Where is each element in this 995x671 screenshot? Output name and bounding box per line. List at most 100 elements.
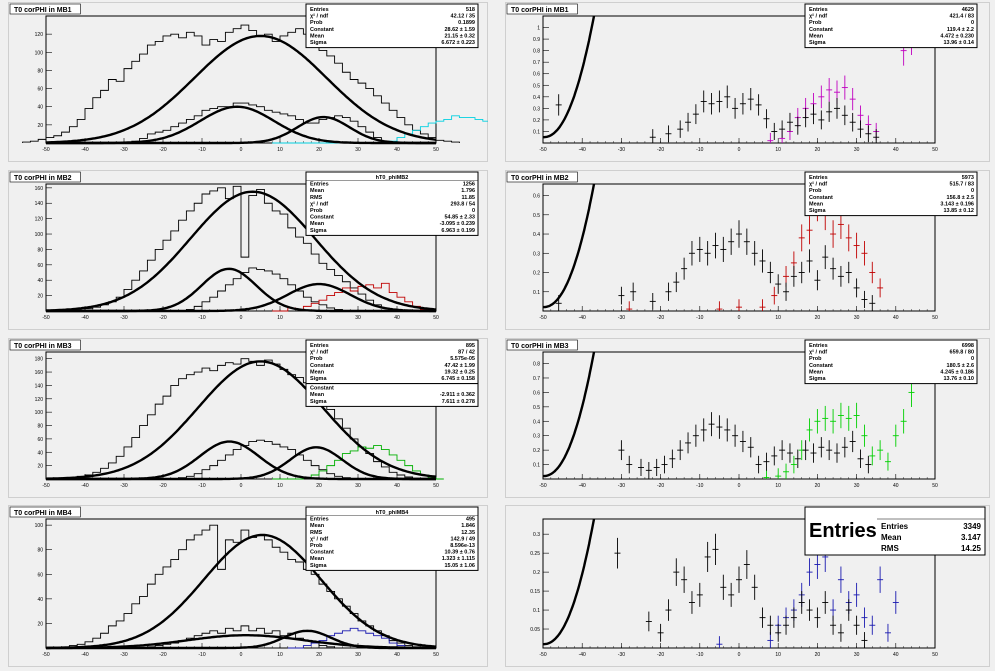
point-black [818, 437, 825, 458]
x-tick-label: 10 [775, 483, 781, 489]
point-black [751, 241, 758, 266]
y-tick-label: 0.3 [533, 434, 540, 440]
point-black [790, 607, 797, 628]
stats-label: Sigma [310, 399, 327, 405]
point-black [681, 257, 688, 280]
point-black [849, 112, 856, 132]
stats-label: Constant [310, 550, 334, 556]
stats-label: Prob [310, 20, 323, 26]
stats-label: χ² / ndf [310, 13, 328, 20]
chart-title: T0 corPHI in MB2 [14, 175, 72, 182]
chart-title: T0 corPHI in MB2 [511, 175, 569, 182]
x-tick-label: 0 [240, 483, 243, 489]
title-box [9, 339, 81, 351]
point-green [830, 409, 837, 434]
x-tick-label: 40 [394, 147, 400, 153]
point-black [834, 443, 840, 463]
point-black [673, 272, 680, 293]
stats-label: Constant [809, 363, 833, 369]
stats-value: 8.596e-13 [450, 543, 475, 549]
point-blue [837, 566, 844, 593]
point-blue [877, 566, 884, 593]
chart-title: T0 corPHI in MB3 [14, 343, 72, 350]
point-blue [869, 615, 876, 635]
x-tick-label: 40 [394, 483, 400, 489]
stats-value: 21.15 ± 0.32 [444, 33, 475, 39]
point-black [685, 112, 692, 132]
x-tick-label: 40 [893, 652, 899, 658]
point-black [743, 550, 750, 579]
point-black [763, 109, 770, 129]
point-black [747, 437, 754, 458]
histogram-component [131, 439, 358, 480]
point-black [720, 574, 727, 600]
point-black [700, 90, 707, 113]
x-tick-label: -50 [42, 315, 49, 321]
stats-label: Prob [809, 20, 822, 26]
pad-border [505, 338, 990, 498]
gaussian-fit-1 [46, 34, 437, 144]
stats-label: χ² / ndf [310, 200, 328, 207]
stats-value: 6998 [962, 343, 974, 349]
stats-value: 19.32 ± 0.25 [444, 369, 475, 375]
point-black [822, 591, 829, 614]
stats-label: Mean [881, 533, 902, 542]
point-blue [806, 558, 813, 586]
chart-mb4-hist: -50 -40 -30 -20 -10 0 10 20 30 40 50 20 40 60 80 100 T0 … [8, 505, 488, 667]
y-tick-label: 0.5 [533, 83, 540, 89]
stats-value: 13.76 ± 0.10 [943, 376, 974, 382]
point-magenta [849, 87, 856, 111]
y-tick-label: 0.1 [533, 608, 540, 614]
chart-mb1-hist: -50 -40 -30 -20 -10 0 10 20 30 40 50 20 40 60 80 100 120… [8, 2, 488, 162]
point-green [884, 452, 891, 471]
point-green [861, 424, 868, 447]
point-black [692, 104, 699, 125]
point-green [790, 455, 797, 474]
x-tick-label: -20 [657, 483, 664, 489]
x-tick-label: -10 [198, 483, 205, 489]
point-black [669, 449, 676, 469]
y-tick-label: 0.05 [530, 627, 540, 633]
x-tick-label: -10 [696, 147, 703, 153]
y-tick-label: 80 [37, 548, 43, 554]
y-tick-label: 0.2 [533, 448, 540, 454]
x-tick-label: -40 [81, 315, 88, 321]
x-tick-label: 50 [932, 315, 938, 321]
y-tick-label: 0.7 [533, 60, 540, 66]
y-tick-label: 160 [35, 186, 44, 192]
stats-value: 42.12 / 35 [451, 14, 475, 20]
point-green [837, 402, 844, 429]
y-tick-label: 60 [37, 572, 43, 578]
point-black [771, 446, 778, 466]
point-black [728, 582, 735, 607]
x-tick-label: -10 [696, 315, 703, 321]
stats-value: 28.62 ± 1.59 [444, 27, 475, 33]
point-black [736, 220, 742, 248]
stats-label: Mean [310, 33, 325, 39]
point-black [657, 623, 664, 642]
stats-value: 142.9 / 49 [451, 536, 475, 542]
y-tick-label: 0.1 [533, 290, 540, 296]
y-tick-label: 140 [35, 201, 44, 207]
stats-value: 47.42 ± 1.99 [444, 363, 475, 369]
x-tick-label: 10 [277, 652, 283, 658]
point-black [685, 432, 692, 454]
point-black [638, 458, 644, 476]
y-tick-label: 0.2 [533, 271, 540, 277]
x-tick-label: -50 [42, 652, 49, 658]
y-tick-label: 0.3 [533, 106, 540, 112]
point-black [665, 282, 672, 301]
stats-label: Mean [310, 221, 325, 227]
y-tick-label: 0.3 [533, 532, 540, 538]
point-black [841, 105, 848, 126]
y-tick-label: 0.25 [530, 551, 540, 557]
stats-label: Prob [310, 356, 323, 362]
stats-value: 54.85 ± 2.33 [444, 215, 475, 221]
y-tick-label: 120 [35, 32, 44, 38]
point-black [810, 443, 817, 463]
point-red [806, 216, 813, 245]
point-black [759, 249, 766, 273]
point-black [794, 116, 801, 135]
pad-border [505, 505, 990, 667]
x-tick-label: -30 [618, 147, 625, 153]
